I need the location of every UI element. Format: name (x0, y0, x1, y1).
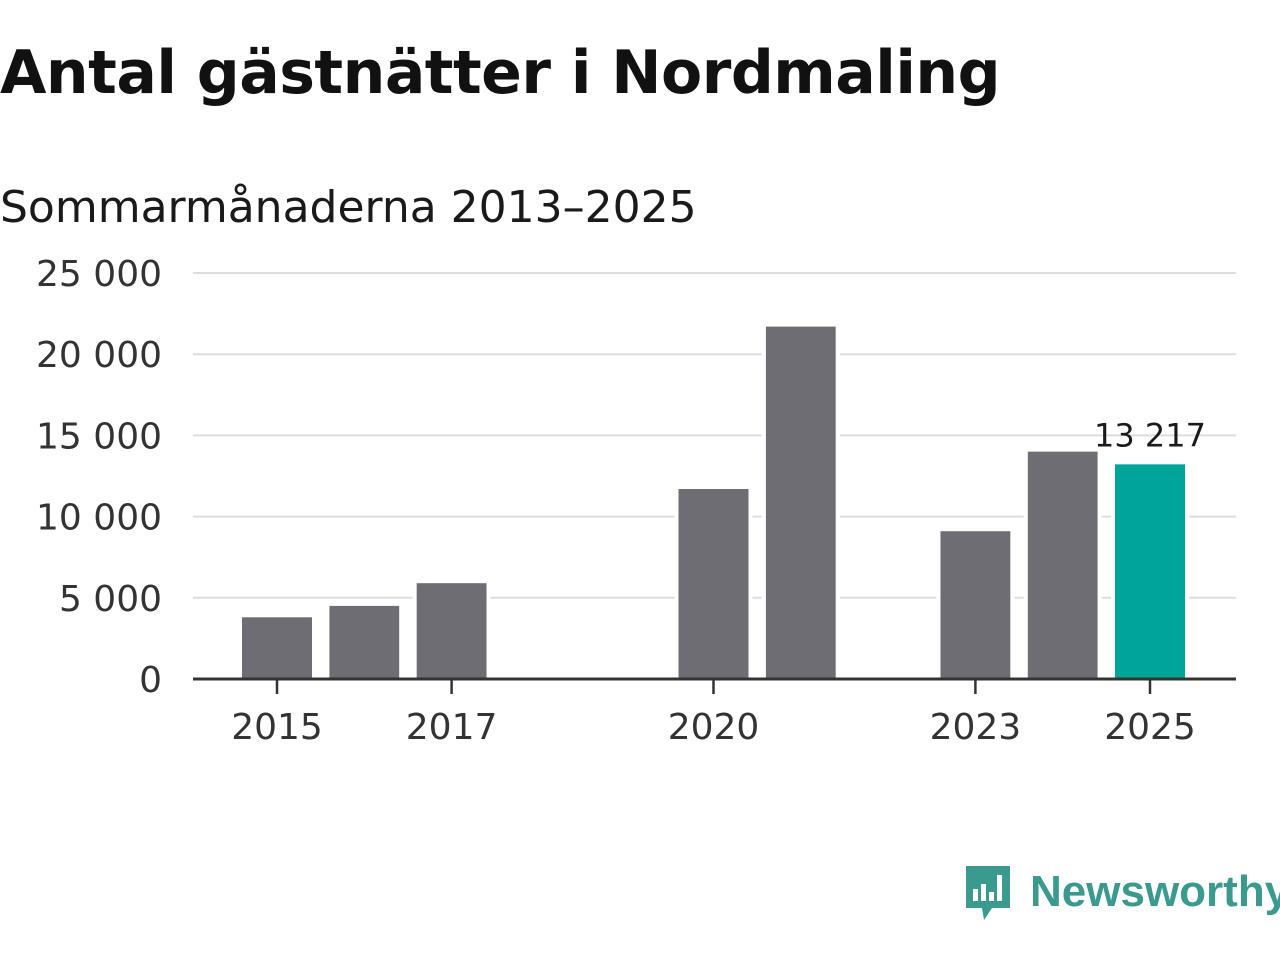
bar-gap (674, 488, 679, 679)
bar-gap (1185, 464, 1189, 679)
bar-2016 (329, 605, 400, 679)
bar-gap (412, 583, 417, 679)
bar-chart-speech-bubble-icon (966, 866, 1010, 920)
y-tick-label: 0 (139, 660, 162, 701)
y-tick-label: 25 000 (36, 254, 162, 295)
x-tick-label: 2015 (231, 707, 323, 748)
x-tick-label: 2025 (1104, 707, 1196, 748)
y-tick-label: 5 000 (59, 579, 162, 620)
chart-title: Antal gästnätter i Nordmaling (0, 38, 1001, 108)
y-tick-label: 10 000 (36, 498, 162, 539)
bar-2020 (678, 488, 749, 679)
bar-gap (761, 326, 766, 679)
bar-gap (1010, 531, 1015, 679)
data-label: 13 217 (1094, 416, 1206, 454)
bar-gap (748, 488, 753, 679)
newsworthy-brand: Newsworthy (962, 862, 1280, 922)
bar-gap (1111, 464, 1115, 679)
bar-gap (238, 617, 242, 679)
x-tick-label: 2020 (668, 707, 760, 748)
bar-2017 (416, 583, 487, 679)
bar-gap (835, 326, 840, 679)
bar-gap (312, 617, 316, 679)
bar-2015 (242, 617, 312, 679)
bar-gap (1023, 451, 1028, 679)
bar-2025 (1115, 464, 1185, 679)
bar-2021 (765, 326, 836, 679)
x-tick-label: 2023 (930, 707, 1022, 748)
bar-gap (486, 583, 491, 679)
bar-2024 (1027, 451, 1098, 679)
chart-subtitle: Sommarmånaderna 2013–2025 (0, 182, 697, 233)
bar-gap (325, 605, 330, 679)
y-tick-label: 15 000 (36, 416, 162, 457)
bar-gap (399, 605, 404, 679)
y-tick-label: 20 000 (36, 335, 162, 376)
bar-gap (1097, 451, 1102, 679)
brand-name: Newsworthy (1030, 867, 1280, 916)
bar-gap (936, 531, 941, 679)
x-tick-label: 2017 (406, 707, 498, 748)
bar-2023 (940, 531, 1011, 679)
